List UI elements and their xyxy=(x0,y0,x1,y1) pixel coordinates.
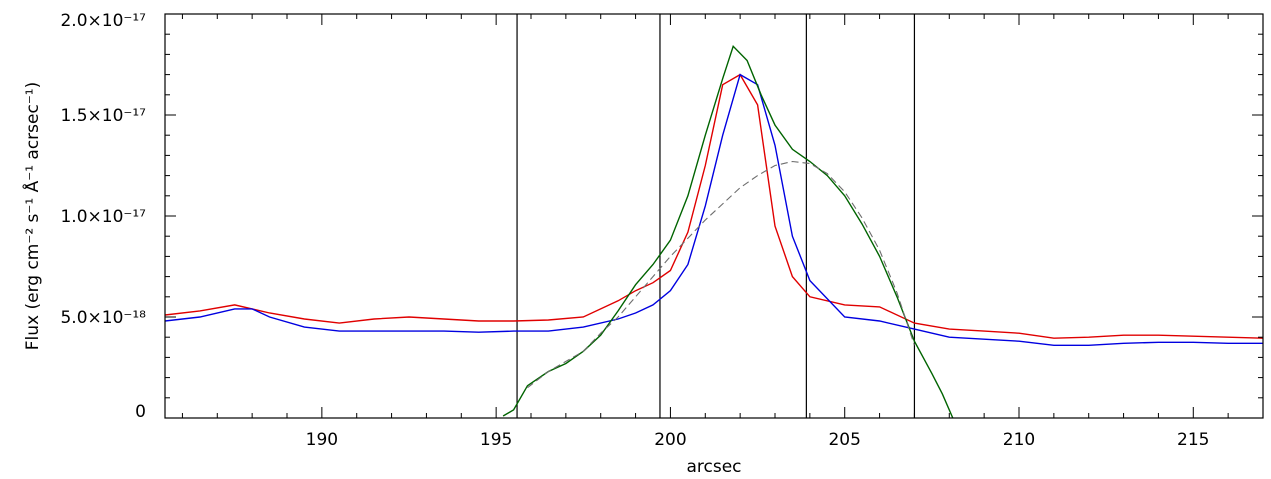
series-line-3 xyxy=(502,44,954,418)
y-axis-label: Flux (erg cm⁻² s⁻¹ Å⁻¹ acrsec⁻¹) xyxy=(21,82,43,351)
x-tick-label: 195 xyxy=(480,430,512,450)
axes: 190 195 200 205 210 215 0 5.0×10⁻¹⁸ 1.0×10⁻¹⁷ 1.5… xyxy=(60,11,1264,450)
y-tick-label: 2.0×10⁻¹⁷ xyxy=(60,11,146,31)
x-axis-label: arcsec xyxy=(686,457,741,477)
x-tick-label: 190 xyxy=(306,430,338,450)
y-tick-label: 0 xyxy=(135,402,146,422)
series-line-2 xyxy=(165,73,1263,346)
series-line-4 xyxy=(527,160,915,389)
plot-frame xyxy=(164,13,1264,419)
x-tick-label: 200 xyxy=(654,430,686,450)
x-tick-label: 215 xyxy=(1177,430,1209,450)
x-tick-label: 210 xyxy=(1003,430,1035,450)
series-line-1 xyxy=(165,73,1263,339)
y-tick-label: 1.0×10⁻¹⁷ xyxy=(60,207,146,227)
y-tick-label: 1.5×10⁻¹⁷ xyxy=(60,106,146,126)
x-tick-label: 205 xyxy=(828,430,860,450)
y-tick-label: 5.0×10⁻¹⁸ xyxy=(60,308,146,328)
plot-area xyxy=(165,14,1263,418)
